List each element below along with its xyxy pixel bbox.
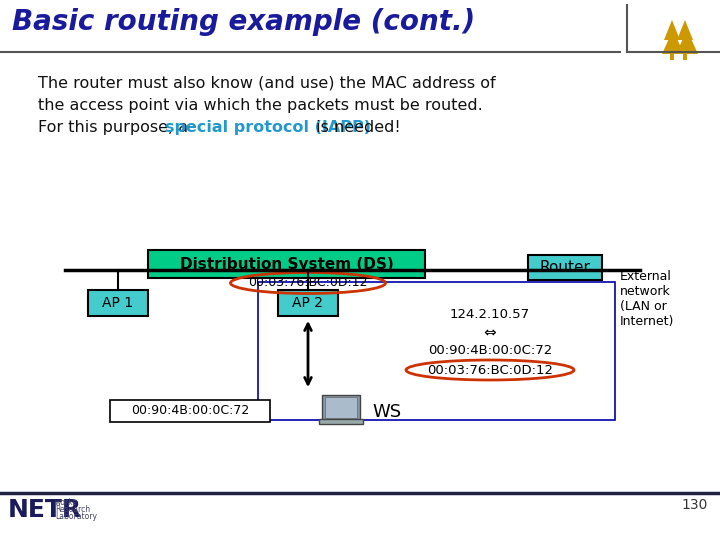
Text: special protocol (IAPP): special protocol (IAPP) <box>165 120 371 135</box>
Text: is needed!: is needed! <box>311 120 400 135</box>
Text: the access point via which the packets must be routed.: the access point via which the packets m… <box>38 98 482 113</box>
Text: Laboratory: Laboratory <box>55 512 97 521</box>
Text: WS: WS <box>372 403 401 421</box>
Text: For this purpose, a: For this purpose, a <box>38 120 193 135</box>
Bar <box>110 400 270 422</box>
Text: 124.2.10.57: 124.2.10.57 <box>450 308 530 321</box>
Text: 00:03:76:BC:0D:12: 00:03:76:BC:0D:12 <box>248 276 368 289</box>
Text: AP 2: AP 2 <box>292 296 323 310</box>
Bar <box>258 282 615 420</box>
Bar <box>88 290 148 316</box>
Text: External
network
(LAN or
Internet): External network (LAN or Internet) <box>620 270 675 328</box>
Bar <box>319 419 363 424</box>
Bar <box>148 250 425 278</box>
Text: Distribution System (DS): Distribution System (DS) <box>179 256 393 272</box>
Bar <box>683 54 687 60</box>
Text: 00:90:4B:00:0C:72: 00:90:4B:00:0C:72 <box>131 404 249 417</box>
Text: The router must also know (and use) the MAC address of: The router must also know (and use) the … <box>38 76 495 91</box>
Polygon shape <box>662 30 684 54</box>
Text: AP 1: AP 1 <box>102 296 134 310</box>
Bar <box>278 290 338 316</box>
Text: NETR: NETR <box>8 498 82 522</box>
Text: Research: Research <box>55 505 90 514</box>
Bar <box>670 54 674 60</box>
Text: 00:03:76:BC:0D:12: 00:03:76:BC:0D:12 <box>427 363 553 376</box>
Text: 130: 130 <box>682 498 708 512</box>
Bar <box>325 397 357 418</box>
Bar <box>322 395 360 420</box>
Bar <box>528 255 602 280</box>
Text: ⇔: ⇔ <box>484 326 496 341</box>
Text: 00:90:4B:00:0C:72: 00:90:4B:00:0C:72 <box>428 345 552 357</box>
Text: Router: Router <box>539 260 590 275</box>
Text: Basic routing example (cont.): Basic routing example (cont.) <box>12 8 475 36</box>
Text: works: works <box>55 498 78 507</box>
Polygon shape <box>677 20 693 40</box>
Polygon shape <box>676 30 698 54</box>
Polygon shape <box>664 20 680 40</box>
